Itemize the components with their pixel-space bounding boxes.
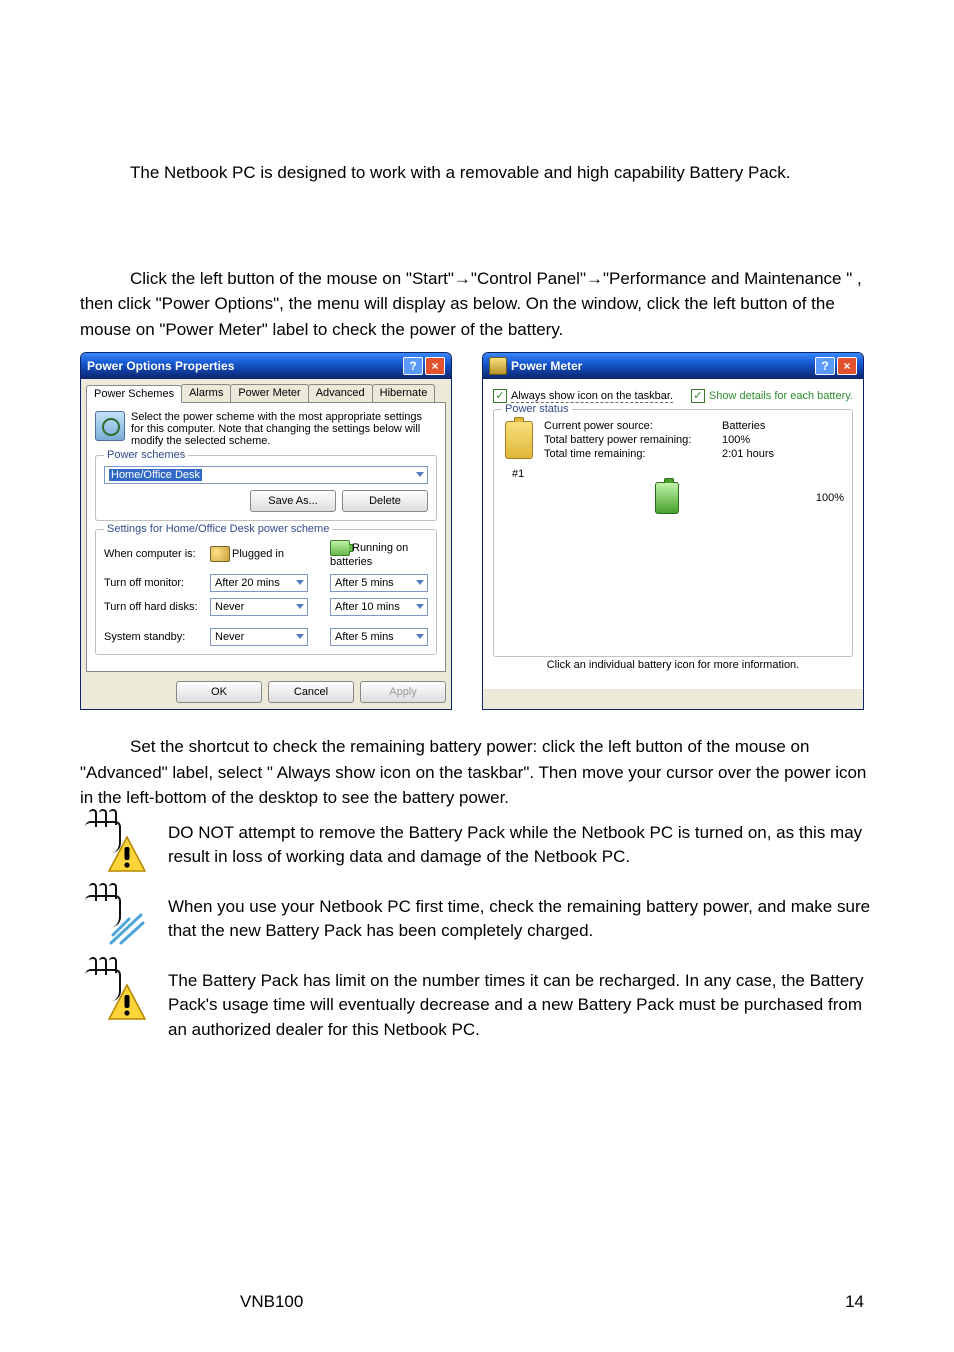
disks-battery-select[interactable]: After 10 mins [330, 598, 428, 616]
titlebar: Power Meter ? × [483, 353, 863, 379]
window-title: Power Meter [511, 359, 813, 373]
footer-page-number: 14 [845, 1292, 864, 1312]
plugged-in-header: Plugged in [210, 546, 308, 562]
schemes-legend: Power schemes [104, 449, 188, 461]
note-text-3: The Battery Pack has limit on the number… [168, 969, 874, 1043]
checkbox-row: ✓Always show icon on the taskbar. ✓Show … [493, 389, 853, 403]
page-footer: VNB100 14 [0, 1292, 954, 1312]
para-intro: The Netbook PC is designed to work with … [80, 160, 874, 186]
warning-note-2: The Battery Pack has limit on the number… [80, 969, 874, 1043]
tab-hibernate[interactable]: Hibernate [372, 384, 436, 402]
battery-icon [330, 540, 350, 556]
disks-plugged-select[interactable]: Never [210, 598, 308, 616]
battery-icon [655, 482, 679, 514]
status-label: Total time remaining: [544, 448, 714, 460]
row-label: System standby: [104, 631, 204, 643]
para-instructions-1: Click the left button of the mouse on "S… [80, 266, 874, 343]
settings-legend: Settings for Home/Office Desk power sche… [104, 523, 332, 535]
help-button[interactable]: ? [403, 357, 423, 375]
standby-battery-select[interactable]: After 5 mins [330, 628, 428, 646]
when-label: When computer is: [104, 548, 204, 560]
dialog-button-row: OK Cancel Apply [81, 677, 451, 709]
note-text-2: When you use your Netbook PC first time,… [168, 895, 874, 944]
warning-icon [85, 969, 145, 1023]
close-button[interactable]: × [837, 357, 857, 375]
power-status-fieldset: Power status Current power source: Batte… [493, 409, 853, 657]
apply-button[interactable]: Apply [360, 681, 446, 703]
instruction-block-2: Set the shortcut to check the remaining … [80, 734, 874, 811]
row-label: Turn off hard disks: [104, 601, 204, 613]
save-as-button[interactable]: Save As... [250, 490, 336, 512]
standby-plugged-select[interactable]: Never [210, 628, 308, 646]
page: The Netbook PC is designed to work with … [0, 0, 954, 1352]
battery-header: Running on batteries [330, 540, 428, 568]
status-label: Total battery power remaining: [544, 434, 714, 446]
tab-alarms[interactable]: Alarms [181, 384, 231, 402]
power-schemes-fieldset: Power schemes Home/Office Desk Save As..… [95, 455, 437, 521]
battery-percent: 100% [816, 492, 844, 504]
scheme-select[interactable]: Home/Office Desk [104, 466, 428, 484]
row-label: Turn off monitor: [104, 577, 204, 589]
ok-button[interactable]: OK [176, 681, 262, 703]
power-scheme-icon [95, 411, 125, 441]
para-instructions-2: Set the shortcut to check the remaining … [80, 734, 874, 811]
help-button[interactable]: ? [815, 357, 835, 375]
status-legend: Power status [502, 403, 572, 415]
warning-note-1: DO NOT attempt to remove the Battery Pac… [80, 821, 874, 875]
settings-fieldset: Settings for Home/Office Desk power sche… [95, 529, 437, 655]
battery-source-icon [505, 421, 533, 459]
individual-battery[interactable]: 100% [526, 482, 844, 514]
window-body: ✓Always show icon on the taskbar. ✓Show … [483, 379, 863, 689]
status-label: Current power source: [544, 420, 714, 432]
status-value: 100% [722, 434, 802, 446]
window-title: Power Options Properties [87, 359, 401, 373]
description-text: Select the power scheme with the most ap… [131, 411, 437, 447]
intro-block: The Netbook PC is designed to work with … [80, 160, 874, 186]
close-button[interactable]: × [425, 357, 445, 375]
cancel-button[interactable]: Cancel [268, 681, 354, 703]
delete-button[interactable]: Delete [342, 490, 428, 512]
check-icon: ✓ [691, 389, 705, 403]
monitor-plugged-select[interactable]: After 20 mins [210, 574, 308, 592]
note-text-1: DO NOT attempt to remove the Battery Pac… [168, 821, 874, 870]
plug-icon [210, 546, 230, 562]
tip-icon [85, 895, 145, 949]
tab-body: Select the power scheme with the most ap… [86, 402, 446, 672]
screenshot-row: Power Options Properties ? × Power Schem… [80, 352, 874, 710]
footer-model: VNB100 [240, 1292, 303, 1312]
monitor-battery-select[interactable]: After 5 mins [330, 574, 428, 592]
battery-number: #1 [512, 468, 524, 480]
settings-grid: When computer is: Plugged in Running on … [104, 540, 428, 646]
tab-power-meter[interactable]: Power Meter [230, 384, 308, 402]
warning-icon [85, 821, 145, 875]
power-options-window: Power Options Properties ? × Power Schem… [80, 352, 452, 710]
tab-advanced[interactable]: Advanced [308, 384, 373, 402]
status-value: Batteries [722, 420, 802, 432]
taskbar-icon-checkbox[interactable]: ✓Always show icon on the taskbar. [493, 389, 673, 403]
instruction-block-1: Click the left button of the mouse on "S… [80, 266, 874, 343]
power-meter-window: Power Meter ? × ✓Always show icon on the… [482, 352, 864, 710]
tip-note: When you use your Netbook PC first time,… [80, 895, 874, 949]
status-value: 2:01 hours [722, 448, 802, 460]
tab-strip: Power Schemes Alarms Power Meter Advance… [81, 379, 451, 402]
titlebar: Power Options Properties ? × [81, 353, 451, 379]
power-meter-title-icon [489, 357, 507, 375]
check-icon: ✓ [493, 389, 507, 403]
show-details-checkbox[interactable]: ✓Show details for each battery. [691, 389, 853, 403]
description-row: Select the power scheme with the most ap… [95, 411, 437, 447]
tab-power-schemes[interactable]: Power Schemes [86, 385, 182, 403]
info-line: Click an individual battery icon for mor… [483, 659, 863, 671]
status-grid: Current power source: Batteries Total ba… [502, 420, 844, 460]
